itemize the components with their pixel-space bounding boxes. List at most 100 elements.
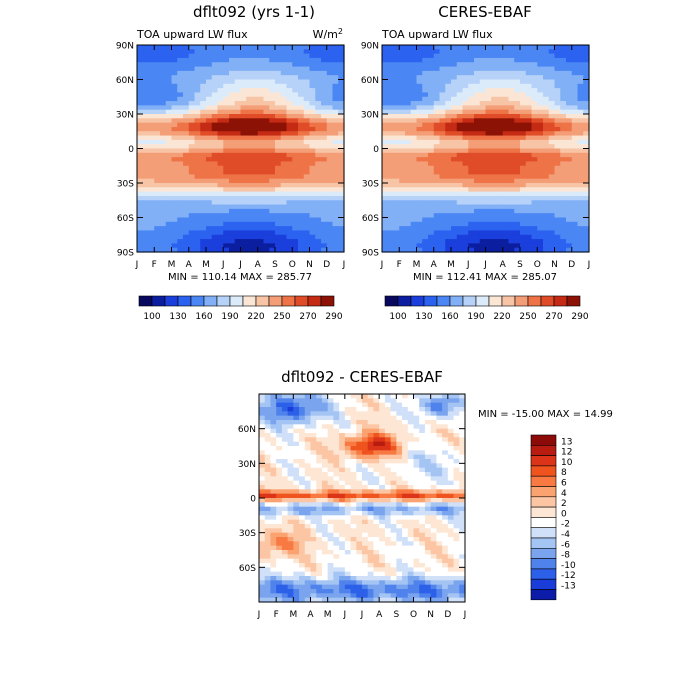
field-cell [171,88,178,94]
field-cell [275,161,282,167]
field-cell [456,217,464,223]
field-cell [286,148,293,154]
field-cell [491,109,498,115]
field-cell [424,454,432,460]
field-cell [560,114,567,119]
field-cell [292,213,299,219]
field-cell [416,243,423,249]
field-cell [453,511,460,516]
field-cell [171,83,178,89]
field-cell [246,109,253,115]
field-cell [502,79,510,85]
field-cell [390,415,397,421]
field-cell [554,183,561,188]
field-cell [246,144,253,150]
field-cell [252,144,259,150]
field-cell [142,96,150,102]
field-cell [339,467,346,473]
field-cell [229,213,236,219]
field-cell [514,131,521,137]
field-cell [137,161,144,167]
field-cell [387,57,395,63]
field-cell [439,239,446,244]
field-cell [333,407,340,412]
field-cell [165,204,173,210]
field-cell [422,75,429,81]
field-cell [252,230,259,236]
y-tick-label: 90N [361,42,379,52]
field-cell [416,118,423,124]
field-cell [339,459,346,464]
field-cell [293,446,300,451]
field-cell [177,191,184,197]
field-cell [280,62,288,68]
field-cell [451,126,458,132]
field-cell [531,213,538,219]
field-cell [424,411,432,417]
field-cell [326,62,334,68]
field-cell [424,394,432,399]
field-cell [402,519,409,525]
field-cell [393,200,400,206]
field-cell [571,221,579,227]
field-cell [445,208,452,214]
field-cell [430,467,437,473]
field-cell [160,161,167,167]
field-cell [416,66,423,72]
field-cell [416,174,423,180]
field-cell [333,515,340,521]
field-cell [333,524,340,529]
field-cell [338,70,345,76]
field-cell [520,217,527,223]
field-cell [257,126,265,132]
field-cell [183,183,190,188]
field-cell [382,165,389,171]
field-cell [234,187,242,193]
field-cell [419,437,426,443]
field-cell [326,165,334,171]
field-cell [419,532,426,538]
field-cell [280,131,288,137]
field-cell [246,234,253,240]
field-cell [566,92,573,98]
field-cell [344,394,352,399]
field-cell [451,148,458,154]
field-cell [413,424,420,430]
field-cell [379,407,386,412]
field-cell [451,118,458,124]
field-cell [171,221,178,227]
field-cell [188,165,196,171]
field-cell [396,467,403,473]
panel-diff-field [259,394,466,603]
field-cell [321,83,328,89]
field-cell [200,165,207,171]
field-cell [447,485,455,490]
field-cell [430,524,437,529]
field-cell [332,221,339,227]
field-cell [479,161,487,167]
field-cell [252,165,259,171]
field-cell [304,437,312,443]
field-cell [367,467,375,473]
field-cell [298,204,305,210]
field-cell [321,122,328,128]
field-cell [456,101,464,106]
field-cell [456,178,464,184]
field-cell [362,459,369,464]
field-cell [439,230,446,236]
field-cell [502,243,510,249]
field-cell [142,178,150,184]
field-cell [304,532,312,538]
panel-model: dflt092 (yrs 1-1) TOA upward LW flux W/m… [116,3,346,322]
field-cell [433,161,441,167]
field-cell [399,148,406,154]
field-cell [316,454,323,460]
field-cell [332,88,339,94]
field-cell [177,200,184,206]
field-cell [583,239,590,244]
field-cell [246,247,253,253]
field-cell [259,506,266,512]
field-cell [537,187,544,193]
field-cell [211,234,219,240]
field-cell [436,441,443,447]
